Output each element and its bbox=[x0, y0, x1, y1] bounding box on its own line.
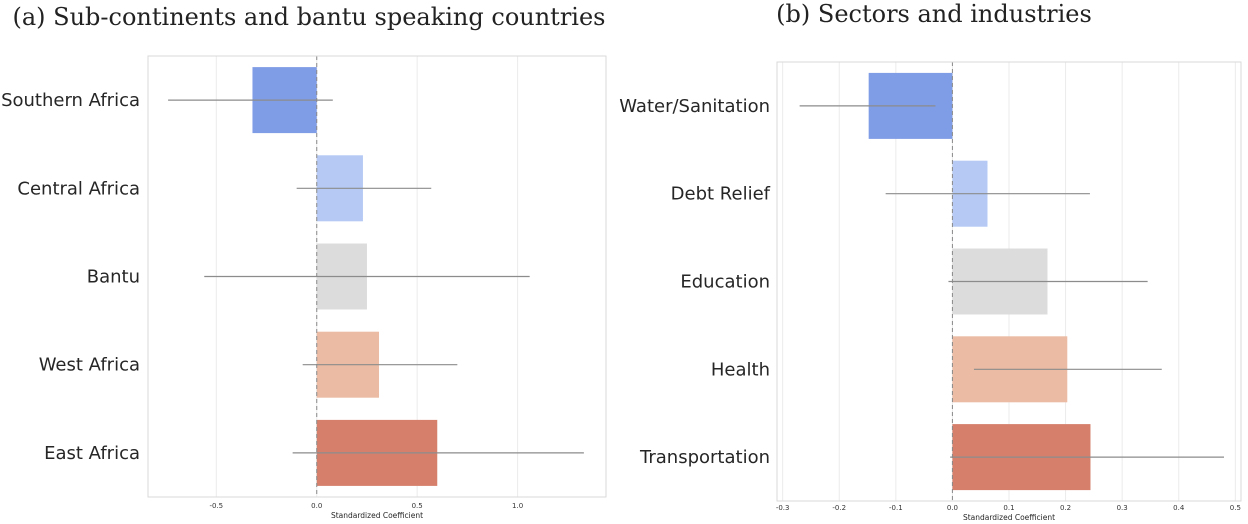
x-tick-label: -0.3 bbox=[776, 504, 790, 512]
x-tick-labels: -0.3 -0.2 -0.1 0.0 0.1 0.2 0.3 0.4 0.5 bbox=[776, 504, 1241, 512]
x-tick-label: 0.0 bbox=[947, 504, 958, 512]
x-axis-label: Standardized Coefficient bbox=[963, 513, 1055, 522]
x-tick-label: -0.5 bbox=[209, 502, 223, 510]
x-tick-label: 0.5 bbox=[1230, 504, 1241, 512]
x-tick-label: 0.5 bbox=[412, 502, 423, 510]
x-tick-label: -0.1 bbox=[889, 504, 903, 512]
x-tick-label: 0.3 bbox=[1117, 504, 1128, 512]
panel-sub-continents: (a) Sub-continents and bantu speaking co… bbox=[1, 3, 607, 520]
category-label: Transportation bbox=[639, 447, 770, 468]
category-label: Debt Relief bbox=[671, 184, 771, 205]
x-tick-label: 0.1 bbox=[1003, 504, 1014, 512]
x-tick-label: 1.0 bbox=[512, 502, 523, 510]
category-label: Southern Africa bbox=[1, 90, 140, 111]
x-tick-label: -0.2 bbox=[832, 504, 846, 512]
x-tick-label: 0.4 bbox=[1173, 504, 1185, 512]
x-axis-label: Standardized Coefficient bbox=[331, 511, 423, 520]
category-label: Central Africa bbox=[17, 178, 140, 199]
error-bars bbox=[168, 99, 584, 454]
category-labels: Water/Sanitation Debt Relief Education Heal… bbox=[619, 96, 770, 468]
category-label: West Africa bbox=[39, 355, 140, 376]
error-bars bbox=[799, 105, 1225, 458]
x-tick-label: 0.0 bbox=[311, 502, 322, 510]
category-label: East Africa bbox=[44, 443, 140, 464]
chart-title: (b) Sectors and industries bbox=[776, 0, 1092, 28]
category-label: Health bbox=[711, 359, 770, 380]
category-labels: Southern Africa Central Africa Bantu West A… bbox=[1, 90, 140, 464]
chart-title: (a) Sub-continents and bantu speaking co… bbox=[12, 3, 605, 31]
plot-frame bbox=[147, 55, 607, 498]
category-label: Water/Sanitation bbox=[619, 96, 770, 117]
panel-sectors: (b) Sectors and industries Water/Sanitat… bbox=[619, 0, 1242, 522]
x-tick-label: 0.2 bbox=[1060, 504, 1071, 512]
category-label: Bantu bbox=[87, 267, 140, 288]
category-label: Education bbox=[680, 272, 770, 293]
x-tick-labels: -0.5 0.0 0.5 1.0 bbox=[209, 502, 523, 510]
plot-frame bbox=[776, 61, 1242, 502]
